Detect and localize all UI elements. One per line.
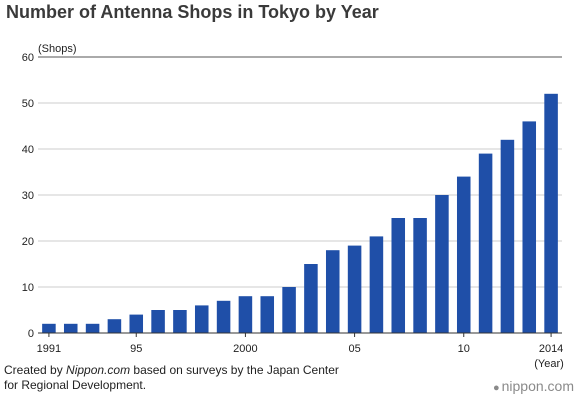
y-tick-label-0: 0: [28, 328, 34, 340]
source-caption: Created by Nippon.com based on surveys b…: [4, 363, 339, 393]
bar-2004: [325, 250, 340, 333]
x-tick-label-1995: 95: [130, 343, 142, 355]
chart-title: Number of Antenna Shops in Tokyo by Year: [6, 2, 379, 22]
logo-text: nippon.com: [501, 378, 574, 394]
x-tick-label-1991: 1991: [37, 343, 61, 355]
bar-2012: [500, 139, 515, 333]
y-axis-label: (Shops): [38, 43, 77, 55]
bar-2011: [478, 153, 493, 333]
bar-1995: [129, 314, 144, 333]
y-tick-label-60: 60: [22, 52, 34, 64]
caption-source: Nippon.com: [66, 363, 131, 377]
x-tick-label-2005: 05: [348, 343, 360, 355]
bars: [42, 93, 558, 334]
caption-suffix: based on surveys by the Japan Center: [130, 363, 339, 377]
bar-1996: [151, 310, 165, 333]
nippon-dot-icon: ●: [492, 382, 500, 394]
bar-1999: [216, 300, 231, 333]
x-tick-label-2000: 2000: [233, 343, 257, 355]
x-tick-label-2014: 2014: [539, 343, 563, 355]
bar-2013: [522, 121, 537, 334]
caption-line-2: for Regional Development.: [4, 378, 147, 392]
y-axis-ticks: 0 10 20 30 40 50 60: [22, 52, 34, 340]
bar-2002: [282, 287, 296, 333]
bar-2014: [544, 93, 558, 333]
y-tick-label-40: 40: [22, 144, 34, 156]
bar-1993: [85, 323, 100, 333]
bar-2006: [369, 236, 384, 333]
logo: ● nippon.com: [493, 378, 574, 394]
bar-2010: [456, 176, 471, 333]
bar-2001: [260, 296, 275, 333]
y-tick-label-20: 20: [22, 236, 34, 248]
bar-1994: [107, 319, 122, 333]
caption-line-1: Created by Nippon.com based on surveys b…: [4, 363, 339, 378]
bar-1998: [194, 305, 209, 333]
grid-lines: [38, 56, 562, 288]
bar-2007: [391, 218, 406, 333]
x-tick-label-2010: 10: [458, 343, 470, 355]
bar-2009: [435, 195, 449, 333]
x-axis-label: (Year): [534, 358, 564, 370]
bar-1991: [42, 323, 56, 333]
bar-2003: [304, 264, 318, 333]
y-tick-label-50: 50: [22, 98, 34, 110]
caption-prefix: Created by: [4, 363, 67, 377]
bar-2005: [347, 245, 362, 333]
bar-1992: [63, 323, 78, 333]
y-tick-label-30: 30: [22, 190, 34, 202]
bar-2008: [413, 218, 427, 333]
x-axis-ticks: 1991 95 2000 05 10 2014: [37, 333, 563, 355]
y-tick-label-10: 10: [22, 282, 34, 294]
bar-2000: [238, 296, 253, 333]
bar-1997: [173, 310, 187, 333]
